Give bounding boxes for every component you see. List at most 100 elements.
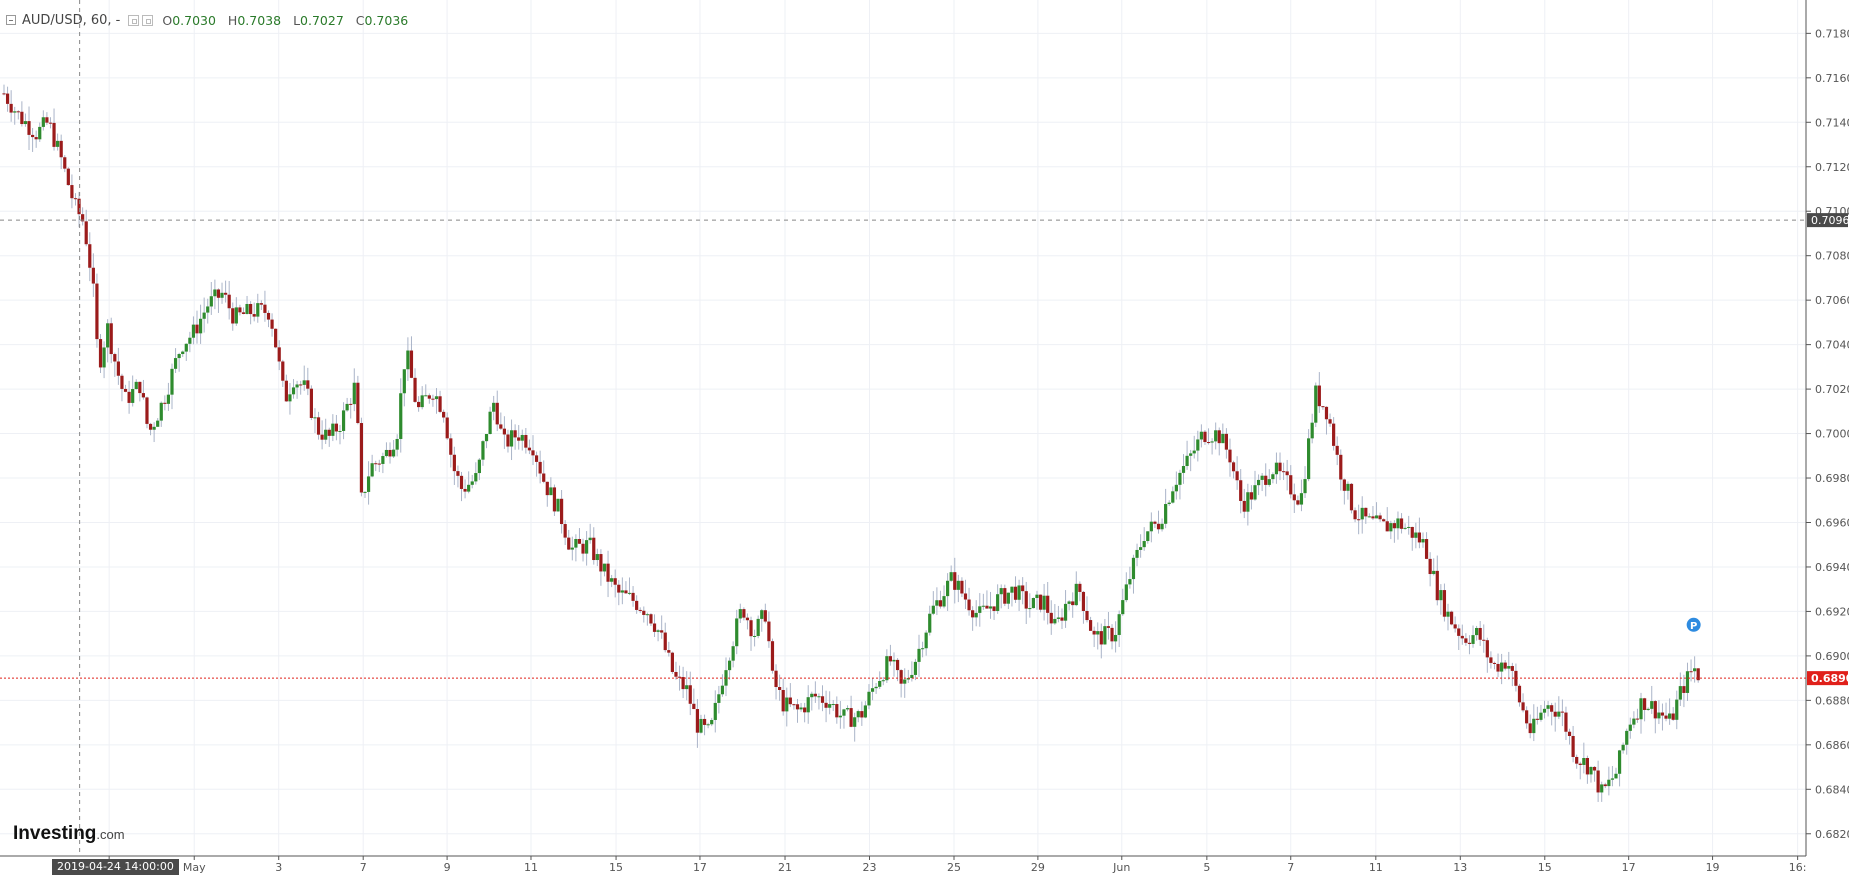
candle: [638, 607, 642, 614]
candle: [23, 113, 28, 127]
candle: [1071, 592, 1075, 618]
candle: [763, 603, 767, 624]
candle: [506, 429, 510, 453]
candle: [620, 577, 624, 605]
eye-icon[interactable]: [128, 14, 140, 26]
price-axis[interactable]: 0.71800.71600.71400.71200.71000.70800.70…: [1805, 0, 1849, 878]
candle: [824, 690, 828, 723]
candle: [577, 528, 582, 545]
candle: [1256, 474, 1261, 496]
candle: [202, 297, 206, 333]
candle: [935, 587, 939, 616]
candle: [556, 498, 560, 512]
candle: [652, 614, 657, 637]
candle: [413, 368, 417, 403]
candle: [627, 577, 632, 596]
candle: [1210, 438, 1214, 455]
candle: [742, 607, 746, 621]
candle: [552, 484, 557, 517]
candle: [420, 386, 424, 410]
candle: [463, 479, 467, 499]
candle: [949, 565, 953, 582]
candle: [16, 110, 20, 120]
candle: [1135, 543, 1139, 567]
candle: [1639, 692, 1643, 734]
candle: [320, 420, 324, 450]
candle: [1603, 782, 1607, 789]
candle: [813, 681, 817, 703]
candle: [831, 700, 835, 712]
candle: [1056, 605, 1061, 623]
candle: [1128, 566, 1132, 589]
candle: [942, 585, 946, 609]
candle: [670, 651, 674, 674]
time-tick-label: 17: [693, 861, 707, 874]
candle: [1693, 656, 1697, 683]
candle: [91, 253, 95, 297]
candle: [1092, 626, 1096, 648]
collapse-legend-icon[interactable]: [6, 15, 16, 25]
candle: [259, 300, 263, 311]
candle: [953, 557, 957, 604]
candle: [559, 489, 564, 534]
candle: [1542, 700, 1547, 719]
candle: [1489, 651, 1493, 669]
candle: [960, 577, 964, 598]
candle: [1339, 449, 1343, 491]
event-marker-icon[interactable]: [1686, 617, 1701, 632]
candle: [188, 331, 192, 353]
candle: [59, 134, 63, 170]
candle: [663, 622, 667, 653]
candle: [1278, 452, 1282, 481]
settings-icon[interactable]: [142, 14, 154, 26]
candle: [606, 550, 610, 598]
crosshair-price-box: [1807, 213, 1848, 228]
candle: [449, 433, 453, 468]
candle: [574, 534, 578, 562]
candle: [1600, 781, 1604, 802]
candle: [895, 658, 900, 682]
candle: [702, 714, 707, 736]
candle: [1396, 511, 1400, 540]
candle: [1003, 584, 1007, 607]
chart-legend: AUD/USD, 60, - O0.7030 H0.7038 L0.7027 C…: [6, 9, 416, 31]
candle: [717, 685, 721, 714]
time-axis[interactable]: 26May37911151721232529Jun57111315171916:: [0, 855, 1807, 878]
candle: [1571, 725, 1575, 763]
candle: [1635, 708, 1640, 723]
time-tick-label: 16:: [1789, 861, 1807, 874]
candle: [1178, 469, 1182, 500]
candle: [1507, 651, 1511, 680]
candle: [109, 317, 113, 364]
candle: [1464, 633, 1468, 646]
candle: [799, 702, 803, 712]
ohlc-values: O0.7030 H0.7038 L0.7027 C0.7036: [162, 13, 416, 28]
candle: [803, 702, 807, 723]
candle: [1081, 590, 1086, 624]
close-label: C: [355, 12, 365, 28]
candle: [70, 174, 74, 209]
time-tick-label: 13: [1453, 861, 1467, 874]
candle: [985, 590, 989, 609]
candle: [120, 373, 124, 402]
candle: [224, 280, 228, 303]
candle: [1303, 466, 1307, 498]
candle: [209, 281, 213, 315]
candle: [1485, 637, 1489, 673]
candle: [820, 685, 825, 712]
candle: [581, 538, 585, 562]
candle: [1042, 583, 1046, 621]
chart-overlays: 0.7096 0.6890 P: [0, 0, 1849, 856]
candle: [213, 279, 217, 310]
candle: [677, 665, 682, 691]
candle: [1589, 766, 1593, 783]
candle: [1532, 704, 1536, 742]
candle: [1142, 527, 1146, 551]
candle: [727, 657, 732, 680]
candle: [1385, 507, 1389, 532]
candle: [1121, 588, 1125, 616]
candle: [1085, 596, 1089, 623]
candle: [570, 536, 574, 561]
